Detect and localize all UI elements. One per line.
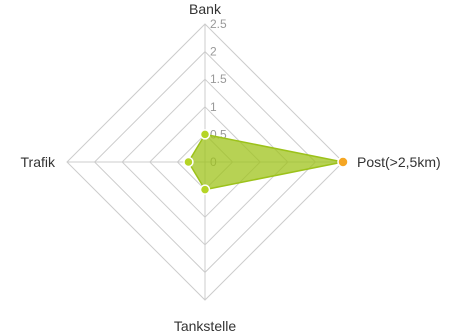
axis-label-tankstelle: Tankstelle (174, 318, 236, 331)
axis-label-trafik: Trafik (21, 154, 56, 170)
tick-label-4: 2 (210, 45, 217, 59)
tick-label-3: 1.5 (210, 72, 227, 86)
axis-label-bank: Bank (189, 1, 222, 17)
label-layer: Bank Post(>2,5km) Tankstelle Trafik (21, 1, 441, 331)
tick-label-2: 1 (210, 100, 217, 114)
series-layer (187, 133, 344, 191)
data-point-trafik[interactable] (183, 156, 194, 168)
data-point-bank[interactable] (199, 129, 211, 140)
point-layer (183, 129, 349, 195)
axis-label-post-2-5km: Post(>2,5km) (357, 154, 441, 170)
data-point-tankstelle[interactable] (199, 184, 211, 195)
tick-label-5: 2.5 (210, 17, 227, 31)
data-point-post-2-5km[interactable] (337, 156, 349, 168)
tick-layer: 00.511.522.5 (210, 17, 227, 169)
series-area-0 (187, 133, 344, 191)
